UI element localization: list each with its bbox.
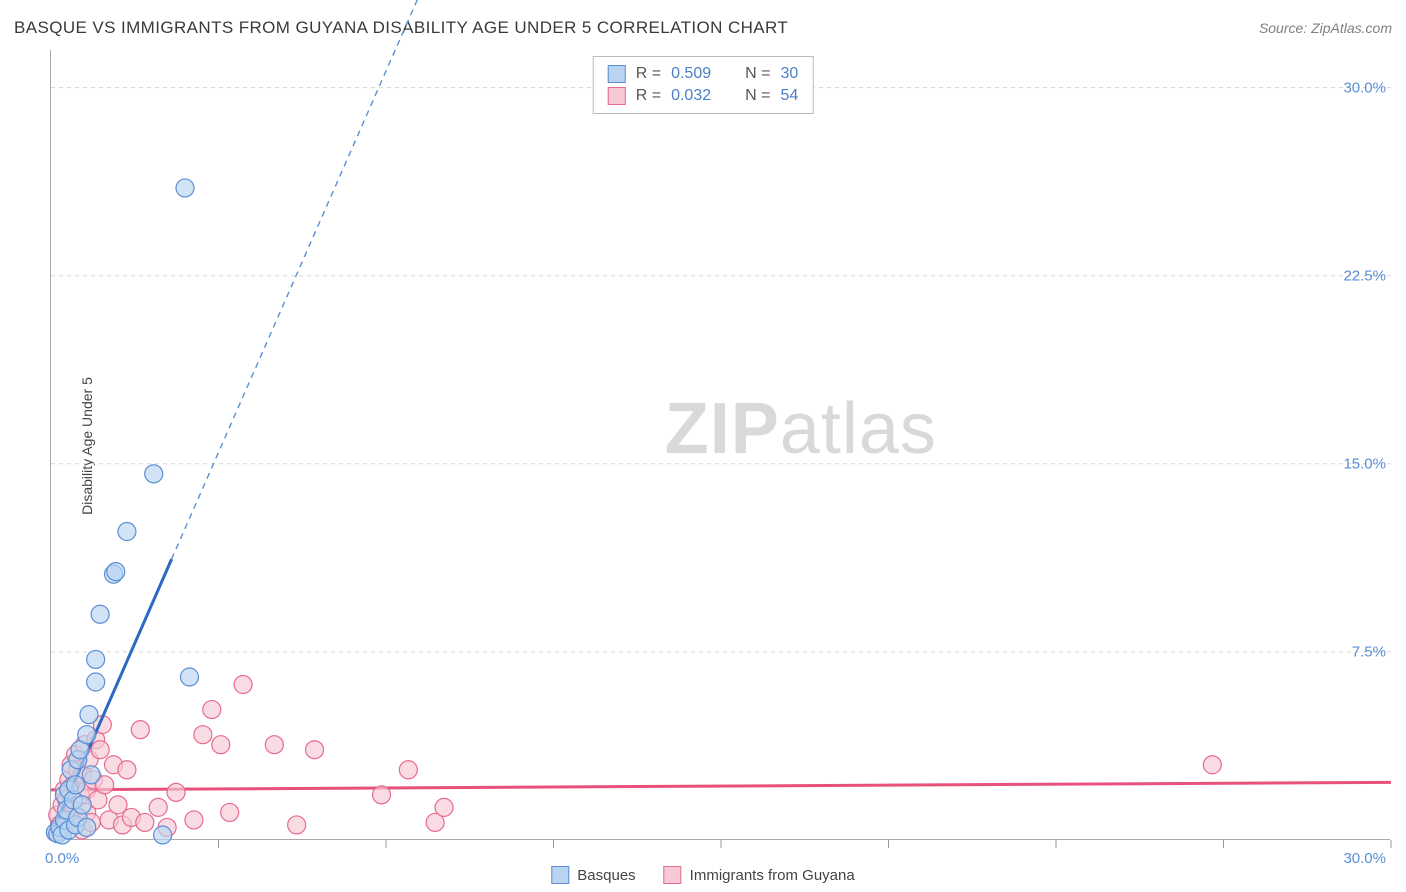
legend-label-guyana: Immigrants from Guyana — [690, 867, 855, 884]
data-point-pink — [185, 811, 203, 829]
data-point-blue — [87, 673, 105, 691]
trend-line-pink — [51, 782, 1391, 790]
data-point-blue — [82, 766, 100, 784]
data-point-pink — [136, 813, 154, 831]
n-label: N = — [745, 87, 770, 105]
r-value-blue: 0.509 — [671, 65, 711, 83]
data-point-pink — [203, 701, 221, 719]
n-value-pink: 54 — [780, 87, 798, 105]
r-label: R = — [636, 65, 661, 83]
source-credit: Source: ZipAtlas.com — [1259, 20, 1392, 36]
swatch-blue-icon — [551, 866, 569, 884]
y-tick-label: 15.0% — [1343, 455, 1392, 472]
data-point-pink — [212, 736, 230, 754]
data-point-pink — [288, 816, 306, 834]
source-value: ZipAtlas.com — [1311, 20, 1392, 36]
x-axis-max-label: 30.0% — [1343, 850, 1386, 867]
x-ticks — [219, 840, 1392, 848]
series-legend: Basques Immigrants from Guyana — [551, 866, 854, 884]
data-point-pink — [118, 761, 136, 779]
data-point-pink — [149, 798, 167, 816]
data-point-blue — [87, 650, 105, 668]
data-point-pink — [306, 741, 324, 759]
data-point-pink — [167, 783, 185, 801]
y-tick-label: 30.0% — [1343, 79, 1392, 96]
y-tick-label: 7.5% — [1352, 643, 1392, 660]
correlation-row-blue: R = 0.509 N = 30 — [608, 63, 799, 85]
source-label: Source: — [1259, 20, 1311, 36]
data-point-blue — [107, 563, 125, 581]
data-point-pink — [399, 761, 417, 779]
data-point-blue — [118, 523, 136, 541]
correlation-row-pink: R = 0.032 N = 54 — [608, 85, 799, 107]
data-point-pink — [91, 741, 109, 759]
data-point-pink — [435, 798, 453, 816]
data-point-blue — [78, 818, 96, 836]
data-point-pink — [131, 721, 149, 739]
data-point-blue — [154, 826, 172, 844]
data-point-blue — [80, 706, 98, 724]
scatter-points-pink — [46, 676, 1221, 842]
data-point-pink — [194, 726, 212, 744]
data-point-pink — [265, 736, 283, 754]
data-point-blue — [180, 668, 198, 686]
data-point-blue — [78, 726, 96, 744]
swatch-blue-icon — [608, 65, 626, 83]
n-label: N = — [745, 65, 770, 83]
data-point-blue — [176, 179, 194, 197]
r-label: R = — [636, 87, 661, 105]
legend-item-basques: Basques — [551, 866, 635, 884]
swatch-pink-icon — [664, 866, 682, 884]
data-point-pink — [373, 786, 391, 804]
grid-lines — [51, 88, 1391, 652]
data-point-blue — [145, 465, 163, 483]
data-point-blue — [67, 776, 85, 794]
data-point-pink — [234, 676, 252, 694]
scatter-points-blue — [46, 179, 198, 844]
data-point-blue — [73, 796, 91, 814]
swatch-pink-icon — [608, 87, 626, 105]
y-tick-label: 22.5% — [1343, 267, 1392, 284]
scatter-svg — [51, 50, 1390, 839]
legend-item-guyana: Immigrants from Guyana — [664, 866, 855, 884]
data-point-pink — [1203, 756, 1221, 774]
plot-area: ZIPatlas 7.5%15.0%22.5%30.0% 0.0% 30.0% — [50, 50, 1390, 840]
axis-origin-label: 0.0% — [45, 850, 79, 867]
trend-line-blue — [51, 0, 417, 835]
data-point-pink — [221, 803, 239, 821]
legend-label-basques: Basques — [577, 867, 635, 884]
n-value-blue: 30 — [780, 65, 798, 83]
r-value-pink: 0.032 — [671, 87, 711, 105]
correlation-legend: R = 0.509 N = 30 R = 0.032 N = 54 — [593, 56, 814, 114]
data-point-blue — [91, 605, 109, 623]
chart-header: BASQUE VS IMMIGRANTS FROM GUYANA DISABIL… — [14, 18, 1392, 38]
